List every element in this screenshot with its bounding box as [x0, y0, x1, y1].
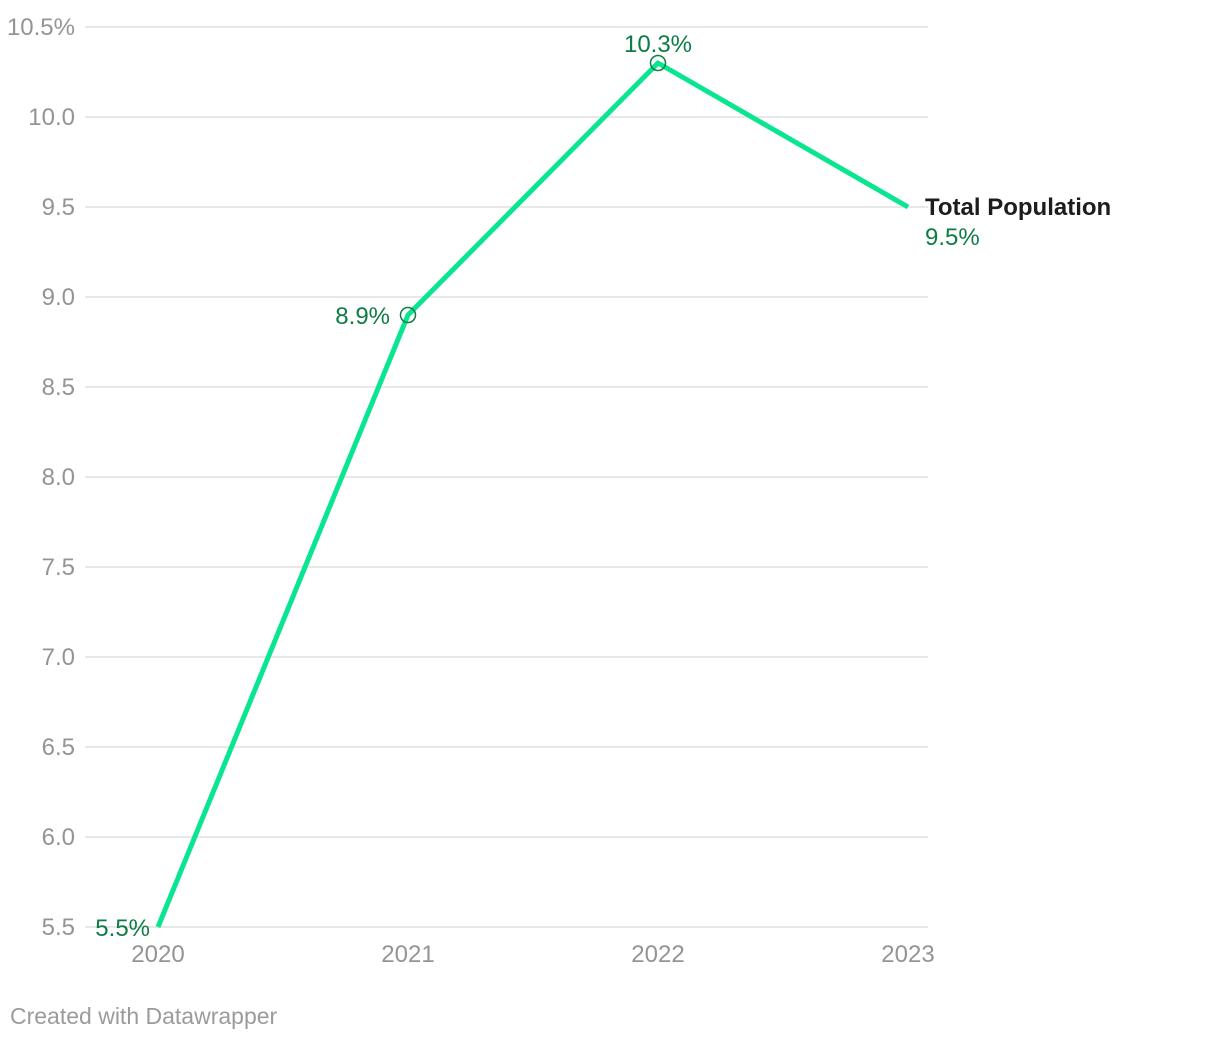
series-legend: Total Population 9.5% — [925, 193, 1111, 253]
y-axis-tick-label: 6.5 — [42, 734, 75, 761]
line-chart: 10.5% 10.0 9.5 9.0 8.5 8.0 7.5 7.0 6.5 6.0 5.5 202… — [7, 14, 935, 968]
y-axis-tick-label: 9.5 — [42, 194, 75, 221]
y-axis-tick-labels: 10.5% 10.0 9.5 9.0 8.5 8.0 7.5 7.0 6.5 6.0 5.5 — [7, 14, 75, 941]
data-point-label: 8.9% — [335, 303, 390, 330]
point-labels-group: 5.5% 8.9% 10.3% — [95, 31, 692, 942]
y-axis-tick-label: 10.5% — [7, 14, 75, 41]
y-axis-tick-label: 9.0 — [42, 284, 75, 311]
y-axis-tick-label: 8.5 — [42, 374, 75, 401]
data-point-marker — [399, 306, 417, 324]
gridlines-group — [85, 26, 928, 928]
datawrapper-attribution: Created with Datawrapper — [10, 1003, 278, 1029]
series-line-group — [155, 60, 910, 928]
x-axis-tick-label: 2023 — [881, 941, 934, 968]
point-markers-group — [399, 54, 667, 324]
x-axis-tick-label: 2022 — [631, 941, 684, 968]
x-axis-tick-label: 2020 — [131, 941, 184, 968]
data-point-label: 10.3% — [624, 31, 692, 58]
y-axis-tick-label: 6.0 — [42, 824, 75, 851]
y-axis-tick-label: 8.0 — [42, 464, 75, 491]
y-axis-tick-label: 5.5 — [42, 914, 75, 941]
series-legend-title: Total Population — [925, 194, 1112, 221]
x-axis-tick-labels: 2020 2021 2022 2023 — [131, 941, 934, 968]
x-axis-tick-label: 2021 — [381, 941, 434, 968]
y-axis-tick-label: 10.0 — [28, 104, 75, 131]
series-line — [155, 60, 910, 928]
y-axis-tick-label: 7.5 — [42, 554, 75, 581]
series-legend-value: 9.5% — [925, 224, 980, 251]
y-axis-tick-label: 7.0 — [42, 644, 75, 671]
data-point-marker — [649, 54, 667, 72]
data-point-label: 5.5% — [95, 915, 150, 942]
